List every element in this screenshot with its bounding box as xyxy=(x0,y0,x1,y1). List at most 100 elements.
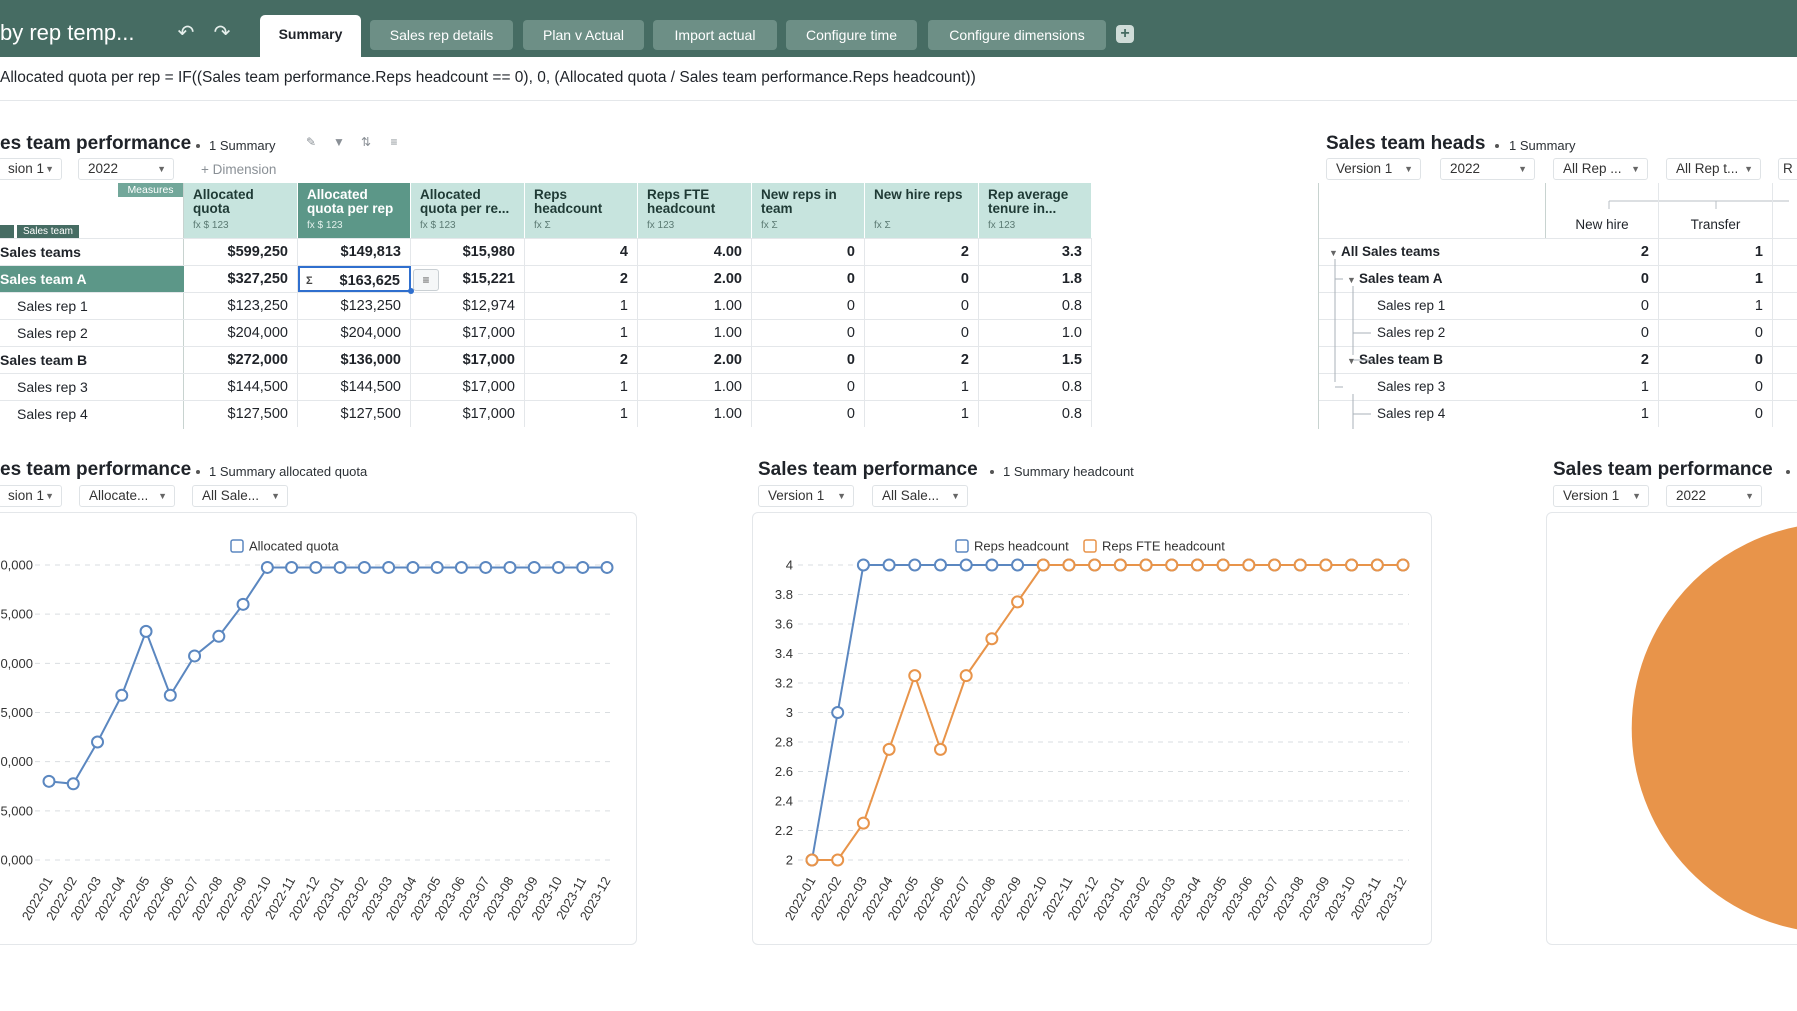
table-cell[interactable]: $144,500 xyxy=(184,374,298,400)
table-cell[interactable]: $12,974 xyxy=(411,293,525,319)
table-cell[interactable]: 0 xyxy=(752,374,865,400)
year-dropdown[interactable]: 2022 ▼ xyxy=(78,158,174,180)
table-row[interactable]: Sales rep 1 0 1 xyxy=(1319,292,1797,319)
table-cell[interactable]: 0 xyxy=(1546,320,1659,346)
table-row[interactable]: Sales rep 2 $204,000 $204,000 $17,000 1 1.00 0… xyxy=(0,319,1092,346)
column-header[interactable]: Reps FTE headcount fx 123 xyxy=(638,183,752,238)
row-label[interactable]: Sales teams xyxy=(0,244,81,260)
tree-label[interactable]: Sales rep 4 xyxy=(1319,401,1445,427)
column-header[interactable]: Rep average tenure in... fx 123 xyxy=(979,183,1092,238)
column-header-transfer[interactable]: Transfer xyxy=(1659,183,1773,238)
table-cell[interactable]: 1.00 xyxy=(638,320,752,346)
team-dropdown[interactable]: All Sale... ▼ xyxy=(872,485,968,507)
table-row[interactable]: Sales team A $327,250 $163,625 Σ $15,221 2 2.0… xyxy=(0,265,1092,292)
filter-icon[interactable]: ▼ xyxy=(333,135,345,149)
column-header[interactable]: Reps headcount fx Σ xyxy=(525,183,638,238)
sales-team-tag[interactable]: Sales team xyxy=(17,225,79,238)
plus-icon[interactable]: + xyxy=(1116,25,1134,43)
table-cell[interactable]: 0 xyxy=(752,320,865,346)
table-cell[interactable]: 1 xyxy=(1546,401,1659,427)
table-cell[interactable]: 1.8 xyxy=(979,266,1092,292)
table-cell[interactable]: 0 xyxy=(865,266,979,292)
headcount-line-chart[interactable]: 22.22.42.62.833.23.43.63.842022-012022-0… xyxy=(753,513,1433,946)
rep-filter-dropdown[interactable]: All Rep ... ▼ xyxy=(1553,158,1648,180)
redo-icon[interactable]: ↷ xyxy=(213,22,231,44)
measure-dropdown[interactable]: Allocate... ▼ xyxy=(79,485,175,507)
table-row[interactable]: ▼ All Sales teams 2 1 xyxy=(1319,238,1797,265)
pivot-icon[interactable]: ✎ xyxy=(305,135,317,149)
table-cell[interactable]: $15,221 xyxy=(411,266,525,292)
table-cell[interactable]: 3.3 xyxy=(979,239,1092,265)
sort-icon[interactable]: ⇅ xyxy=(360,135,372,149)
table-cell[interactable]: 1 xyxy=(525,293,638,319)
tree-label[interactable]: ▼ Sales team A xyxy=(1319,266,1443,292)
row-label[interactable]: Sales team B xyxy=(0,352,88,368)
table-cell[interactable]: 2.00 xyxy=(638,347,752,373)
table-cell[interactable]: $272,000 xyxy=(184,347,298,373)
row-label[interactable]: Sales team A xyxy=(0,266,184,292)
table-cell[interactable]: 2.00 xyxy=(638,266,752,292)
add-dimension-button[interactable]: + Dimension xyxy=(201,162,277,177)
table-cell[interactable]: $144,500 xyxy=(298,374,411,400)
tab-sales-rep-details[interactable]: Sales rep details xyxy=(370,20,513,50)
table-cell[interactable]: 0 xyxy=(865,293,979,319)
table-cell[interactable]: 2 xyxy=(1546,239,1659,265)
table-cell[interactable]: $17,000 xyxy=(411,401,525,427)
table-cell[interactable]: 4 xyxy=(525,239,638,265)
table-cell[interactable]: 1 xyxy=(865,374,979,400)
column-header[interactable]: New hire reps fx Σ xyxy=(865,183,979,238)
table-cell[interactable]: 0.8 xyxy=(979,401,1092,427)
tree-label[interactable]: Sales rep 3 xyxy=(1319,374,1445,400)
undo-icon[interactable]: ↶ xyxy=(177,22,195,44)
table-cell[interactable]: $123,250 xyxy=(298,293,411,319)
version-dropdown[interactable]: Version 1 ▼ xyxy=(1553,485,1649,507)
column-header[interactable]: Allocated quota per re... fx $ 123 xyxy=(411,183,525,238)
table-cell[interactable]: 0 xyxy=(1659,320,1773,346)
table-row[interactable]: Sales rep 4 1 0 xyxy=(1319,400,1797,427)
measures-tag[interactable]: Measures xyxy=(118,183,183,197)
table-cell[interactable]: 1.5 xyxy=(979,347,1092,373)
table-cell[interactable]: $136,000 xyxy=(298,347,411,373)
pie-chart[interactable] xyxy=(1547,513,1797,946)
table-cell[interactable]: $127,500 xyxy=(298,401,411,427)
table-cell[interactable]: $204,000 xyxy=(184,320,298,346)
table-cell[interactable]: 1 xyxy=(525,374,638,400)
version-dropdown[interactable]: Version 1 ▼ xyxy=(1326,158,1421,180)
table-cell[interactable]: 1.00 xyxy=(638,401,752,427)
table-row[interactable]: Sales team B $272,000 $136,000 $17,000 2 2.00… xyxy=(0,346,1092,373)
version-dropdown[interactable]: sion 1 ▼ xyxy=(0,158,62,180)
table-cell[interactable]: 1 xyxy=(1659,239,1773,265)
table-cell[interactable]: $127,500 xyxy=(184,401,298,427)
table-cell[interactable]: 0.8 xyxy=(979,293,1092,319)
tab-plan-v-actual[interactable]: Plan v Actual xyxy=(523,20,644,50)
table-cell[interactable]: 0 xyxy=(1546,293,1659,319)
table-cell[interactable]: $599,250 xyxy=(184,239,298,265)
table-cell[interactable]: 0 xyxy=(752,239,865,265)
tab-configure-dimensions[interactable]: Configure dimensions xyxy=(928,20,1106,50)
version-dropdown[interactable]: sion 1 ▼ xyxy=(0,485,62,507)
table-cell[interactable]: $163,625 Σ xyxy=(298,266,411,292)
table-cell[interactable]: 0.8 xyxy=(979,374,1092,400)
table-cell[interactable]: $149,813 xyxy=(298,239,411,265)
table-cell[interactable]: $17,000 xyxy=(411,374,525,400)
row-label[interactable]: Sales rep 1 xyxy=(17,298,88,314)
table-row[interactable]: Sales rep 1 $123,250 $123,250 $12,974 1 1.00 0… xyxy=(0,292,1092,319)
table-cell[interactable]: 0 xyxy=(1659,347,1773,373)
tree-label[interactable]: ▼ All Sales teams xyxy=(1319,239,1440,265)
table-cell[interactable]: 1.0 xyxy=(979,320,1092,346)
table-cell[interactable]: $17,000 xyxy=(411,320,525,346)
expand-icon[interactable]: ▼ xyxy=(1347,356,1356,366)
table-cell[interactable]: 0 xyxy=(752,347,865,373)
row-label[interactable]: Sales rep 2 xyxy=(17,325,88,341)
fill-handle[interactable] xyxy=(408,288,414,294)
table-cell[interactable]: $327,250 xyxy=(184,266,298,292)
table-cell[interactable]: 1 xyxy=(1659,293,1773,319)
table-cell[interactable]: 2 xyxy=(865,347,979,373)
table-cell[interactable]: 1 xyxy=(525,320,638,346)
table-cell[interactable]: $17,000 xyxy=(411,347,525,373)
table-row[interactable]: Sales teams $599,250 $149,813 $15,980 4 4.00 0… xyxy=(0,238,1092,265)
table-cell[interactable]: 0 xyxy=(752,293,865,319)
table-cell[interactable]: 1.00 xyxy=(638,374,752,400)
year-dropdown[interactable]: 2022 ▼ xyxy=(1440,158,1535,180)
formula-bar[interactable]: Allocated quota per rep = IF((Sales team… xyxy=(0,69,976,86)
